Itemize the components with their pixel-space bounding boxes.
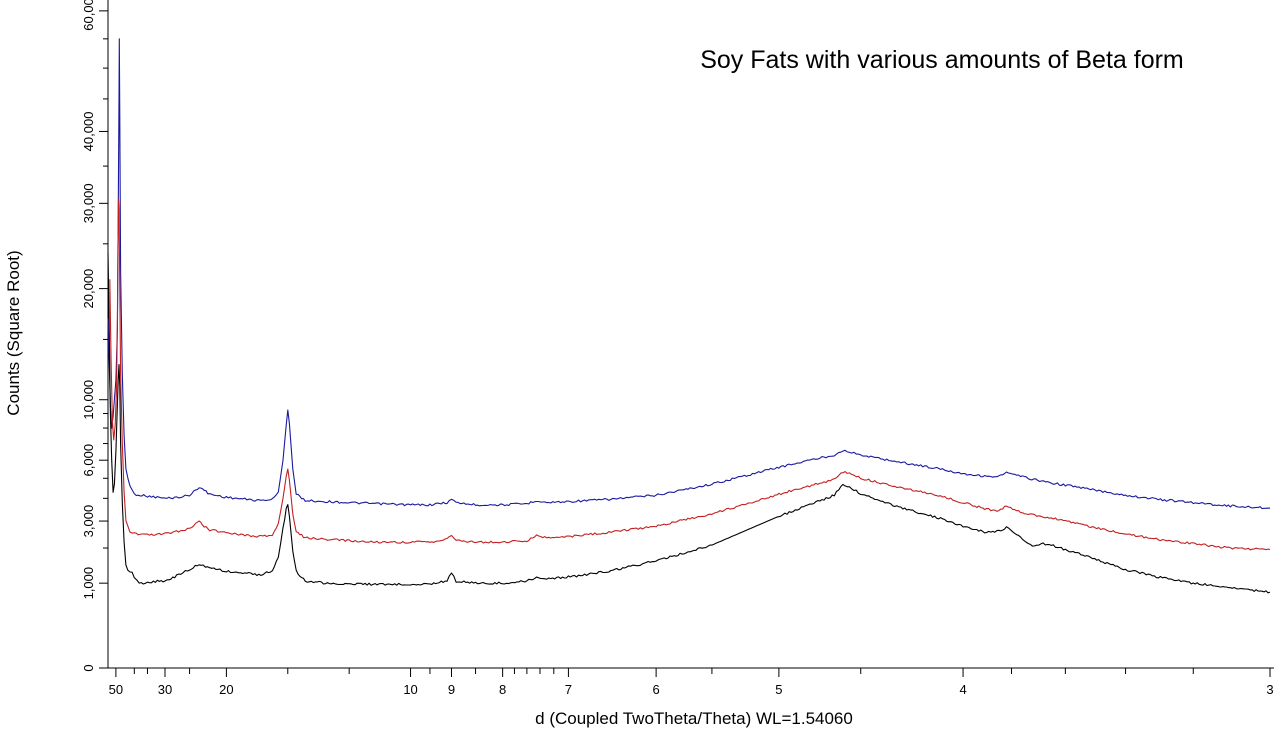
y-tick-label: 6,000 — [81, 444, 96, 477]
y-tick-label: 60,000 — [81, 0, 96, 31]
chart-title: Soy Fats with various amounts of Beta fo… — [700, 46, 1184, 74]
y-tick-label: 20,000 — [81, 269, 96, 309]
x-tick-label: 10 — [403, 682, 417, 697]
x-tick-label: 8 — [499, 682, 506, 697]
y-tick-label: 0 — [81, 664, 96, 671]
y-axis-title: Counts (Square Root) — [4, 250, 23, 415]
x-tick-label: 5 — [775, 682, 782, 697]
y-tick-label: 1,000 — [81, 567, 96, 600]
x-axis-ticks: 50 30 20 10 9 8 7 6 5 4 3 — [109, 668, 1274, 697]
x-tick-label: 6 — [652, 682, 659, 697]
x-tick-label: 50 — [109, 682, 123, 697]
x-tick-label: 30 — [158, 682, 172, 697]
series-line-2 — [109, 198, 1271, 551]
x-tick-label: 7 — [565, 682, 572, 697]
x-axis-title: d (Coupled TwoTheta/Theta) WL=1.54060 — [535, 709, 853, 728]
x-tick-label: 3 — [1266, 682, 1273, 697]
series-line-3 — [107, 252, 1271, 594]
series-layer — [107, 38, 1271, 594]
x-tick-label: 4 — [959, 682, 966, 697]
y-tick-label: 3,000 — [81, 505, 96, 538]
x-tick-label: 20 — [219, 682, 233, 697]
axes — [107, 0, 1274, 669]
y-tick-label: 30,000 — [81, 183, 96, 223]
x-tick-label: 9 — [448, 682, 455, 697]
y-axis-ticks: 0 1,000 3,000 6,000 10,000 20,000 30,000 40,000… — [81, 0, 108, 672]
y-tick-label: 40,000 — [81, 112, 96, 152]
series-line-1 — [107, 38, 1271, 510]
y-tick-label: 10,000 — [81, 380, 96, 420]
